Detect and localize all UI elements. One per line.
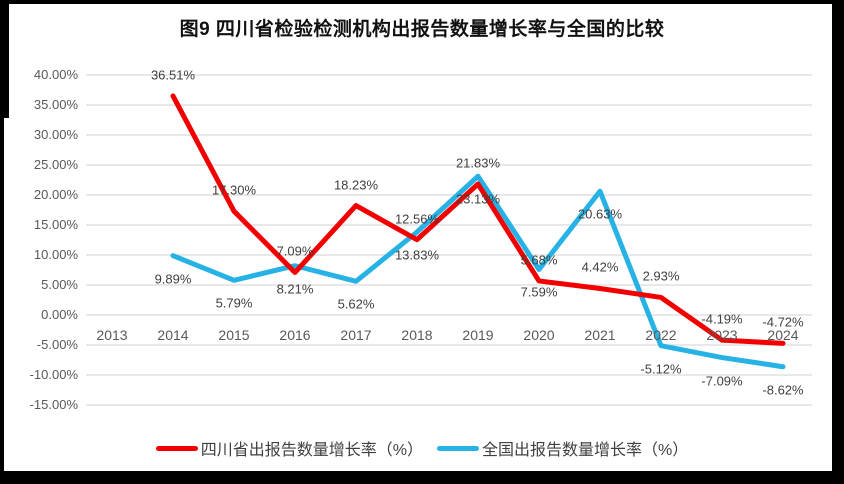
chart-title: 图9 四川省检验检测机构出报告数量增长率与全国的比较 bbox=[179, 19, 665, 40]
series-line-national bbox=[170, 173, 786, 370]
legend-item-sichuan: 四川省出报告数量增长率（%） bbox=[155, 436, 423, 460]
page-border-right bbox=[832, 0, 844, 484]
legend: 四川省出报告数量增长率（%） 全国出报告数量增长率（%） bbox=[0, 437, 844, 459]
legend-label-national: 全国出报告数量增长率（%） bbox=[482, 442, 689, 459]
legend-item-national: 全国出报告数量增长率（%） bbox=[437, 436, 688, 460]
legend-label-sichuan: 四川省出报告数量增长率（%） bbox=[200, 442, 423, 459]
page-border-bottom bbox=[0, 471, 844, 484]
series-line-sichuan bbox=[170, 93, 786, 346]
page-border-top bbox=[0, 0, 844, 4]
blue-line-swatch-icon bbox=[437, 445, 479, 451]
page-border-left bbox=[0, 0, 4, 484]
page-border-left-corner bbox=[0, 0, 9, 118]
red-line-swatch-icon bbox=[155, 445, 198, 451]
